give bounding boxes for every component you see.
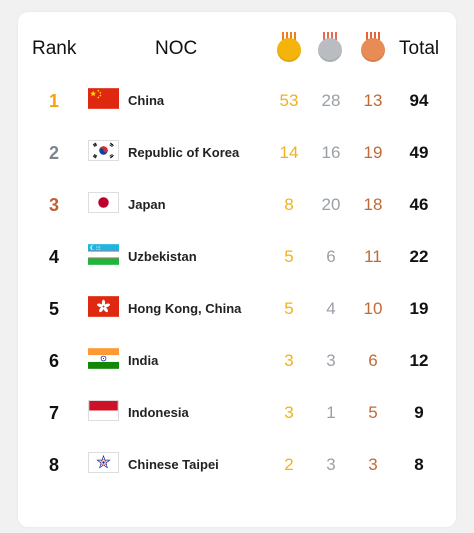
table-row[interactable]: 4 Uzbekistan 5 6 11 22 <box>18 231 456 283</box>
bronze-count: 6 <box>368 351 378 370</box>
rank-value: 2 <box>48 143 59 163</box>
silver-count: 28 <box>321 91 341 110</box>
bronze-count: 13 <box>363 91 383 110</box>
gold-count: 53 <box>279 91 299 110</box>
bronze-count: 5 <box>368 403 378 422</box>
bronze-count: 19 <box>363 143 383 162</box>
total-count: 12 <box>409 351 429 370</box>
country-name: India <box>128 353 159 368</box>
rank-value: 3 <box>48 195 59 215</box>
table-row[interactable]: 2 Republic of Korea 14 16 19 49 <box>18 127 456 179</box>
total-count: 22 <box>409 247 429 266</box>
country-name: Hong Kong, China <box>128 301 242 316</box>
silver-count: 6 <box>326 247 336 266</box>
gold-count: 5 <box>284 247 294 266</box>
silver-count: 16 <box>321 143 341 162</box>
rank-value: 7 <box>48 403 59 423</box>
chinese-taipei-flag-icon <box>88 452 119 473</box>
rank-value: 4 <box>48 247 59 267</box>
japan-flag-icon <box>88 192 119 213</box>
table-row[interactable]: 1 China 53 28 13 94 <box>18 75 456 127</box>
bronze-count: 10 <box>363 299 383 318</box>
country-name: Chinese Taipei <box>128 457 219 472</box>
korea-flag-icon <box>88 140 119 161</box>
silver-count: 4 <box>326 299 336 318</box>
silver-medal-icon <box>318 32 342 66</box>
country-name: Uzbekistan <box>128 249 197 264</box>
total-count: 46 <box>409 195 429 214</box>
total-count: 8 <box>414 455 424 474</box>
medal-table: Rank NOC Total 1 China 53 28 13 94 2 <box>18 12 456 527</box>
bronze-count: 18 <box>363 195 383 214</box>
table-row[interactable]: 8 Chinese Taipei 2 3 3 8 <box>18 439 456 491</box>
bronze-count: 11 <box>364 247 382 266</box>
total-column-header: Total <box>399 38 440 59</box>
rank-value: 1 <box>48 91 59 111</box>
gold-count: 3 <box>284 403 294 422</box>
india-flag-icon <box>88 348 119 369</box>
table-row[interactable]: 5 Hong Kong, China 5 4 10 19 <box>18 283 456 335</box>
indonesia-flag-icon <box>88 400 119 421</box>
gold-count: 8 <box>284 195 294 214</box>
table-row[interactable]: 3 Japan 8 20 18 46 <box>18 179 456 231</box>
rank-column-header: Rank <box>32 38 77 59</box>
rank-value: 6 <box>48 351 59 371</box>
country-name: Indonesia <box>128 405 189 420</box>
country-name: China <box>128 93 165 108</box>
gold-medal-icon <box>277 32 301 66</box>
silver-count: 1 <box>326 403 336 422</box>
rank-value: 8 <box>48 455 59 475</box>
table-row[interactable]: 7 Indonesia 3 1 5 9 <box>18 387 456 439</box>
table-header: Rank NOC Total <box>18 12 456 84</box>
total-count: 49 <box>409 143 429 162</box>
rank-value: 5 <box>48 299 59 319</box>
silver-count: 20 <box>321 195 341 214</box>
country-name: Republic of Korea <box>128 145 240 160</box>
china-flag-icon <box>88 88 119 109</box>
table-row[interactable]: 6 India 3 3 6 12 <box>18 335 456 387</box>
total-count: 94 <box>409 91 429 110</box>
gold-count: 2 <box>284 455 294 474</box>
uzbekistan-flag-icon <box>88 244 119 265</box>
gold-count: 5 <box>284 299 294 318</box>
country-name: Japan <box>128 197 166 212</box>
noc-column-header: NOC <box>155 38 198 59</box>
total-count: 9 <box>414 403 424 422</box>
hong-kong-flag-icon <box>88 296 119 317</box>
bronze-medal-icon <box>361 32 385 66</box>
silver-count: 3 <box>326 351 336 370</box>
gold-count: 14 <box>279 143 299 162</box>
silver-count: 3 <box>326 455 336 474</box>
bronze-count: 3 <box>368 455 378 474</box>
total-count: 19 <box>409 299 429 318</box>
gold-count: 3 <box>284 351 294 370</box>
